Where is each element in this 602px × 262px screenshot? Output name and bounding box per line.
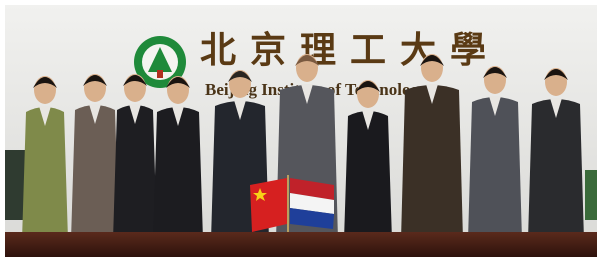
chair (585, 170, 597, 220)
person-body (401, 85, 463, 240)
person-body (113, 105, 157, 240)
backdrop-title-zh: 北京理工大學 (200, 29, 500, 71)
photo: 北京理工大學 Beijing Institute of Technology (0, 0, 602, 262)
chair (5, 150, 25, 220)
person-body (153, 107, 203, 240)
table (5, 232, 597, 257)
person-body (468, 97, 522, 240)
person-body (71, 105, 119, 240)
person-body (22, 107, 68, 240)
page: 北京理工大學 Beijing Institute of Technology (… (0, 0, 602, 262)
person-body (344, 111, 392, 240)
person-body (528, 99, 584, 240)
